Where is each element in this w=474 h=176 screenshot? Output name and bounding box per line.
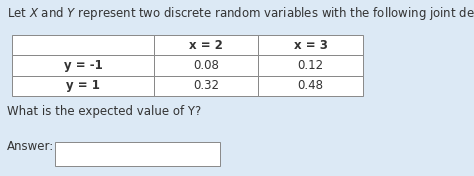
Bar xyxy=(258,55,363,76)
Text: Let $X$ and $Y$ represent two discrete random variables with the following joint: Let $X$ and $Y$ represent two discrete r… xyxy=(7,5,474,22)
Bar xyxy=(12,35,154,55)
Bar xyxy=(154,55,258,76)
Bar xyxy=(12,76,154,96)
Text: 0.32: 0.32 xyxy=(193,79,219,92)
Bar xyxy=(55,142,220,166)
Bar xyxy=(258,35,363,55)
Text: y = 1: y = 1 xyxy=(66,79,100,92)
Text: 0.12: 0.12 xyxy=(297,59,324,72)
Text: What is the expected value of Y?: What is the expected value of Y? xyxy=(7,105,201,118)
Text: Answer:: Answer: xyxy=(7,140,55,153)
Text: x = 3: x = 3 xyxy=(293,39,328,52)
Bar xyxy=(154,35,258,55)
Text: x = 2: x = 2 xyxy=(189,39,223,52)
Text: 0.08: 0.08 xyxy=(193,59,219,72)
Bar xyxy=(154,76,258,96)
Bar xyxy=(258,76,363,96)
Text: 0.48: 0.48 xyxy=(298,79,323,92)
Bar xyxy=(12,55,154,76)
Text: y = -1: y = -1 xyxy=(64,59,102,72)
